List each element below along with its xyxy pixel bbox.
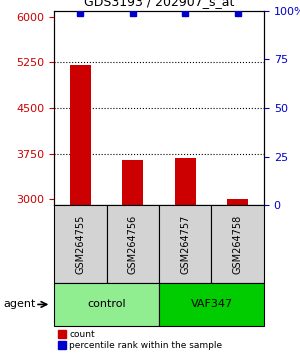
Text: agent: agent: [3, 299, 35, 309]
Title: GDS3193 / 202907_s_at: GDS3193 / 202907_s_at: [84, 0, 234, 8]
Text: control: control: [87, 299, 126, 309]
FancyBboxPatch shape: [159, 205, 211, 283]
Text: GSM264757: GSM264757: [180, 215, 190, 274]
FancyBboxPatch shape: [212, 205, 264, 283]
Text: GSM264756: GSM264756: [128, 215, 138, 274]
FancyBboxPatch shape: [106, 205, 159, 283]
Legend: count, percentile rank within the sample: count, percentile rank within the sample: [58, 330, 223, 350]
Bar: [70, 65, 91, 205]
Text: VAF347: VAF347: [190, 299, 232, 309]
Text: GSM264758: GSM264758: [233, 215, 243, 274]
Bar: [227, 199, 248, 205]
Bar: [175, 158, 196, 205]
Text: GSM264755: GSM264755: [75, 215, 85, 274]
Bar: [122, 160, 143, 205]
FancyBboxPatch shape: [159, 283, 264, 326]
FancyBboxPatch shape: [54, 205, 106, 283]
FancyBboxPatch shape: [54, 283, 159, 326]
